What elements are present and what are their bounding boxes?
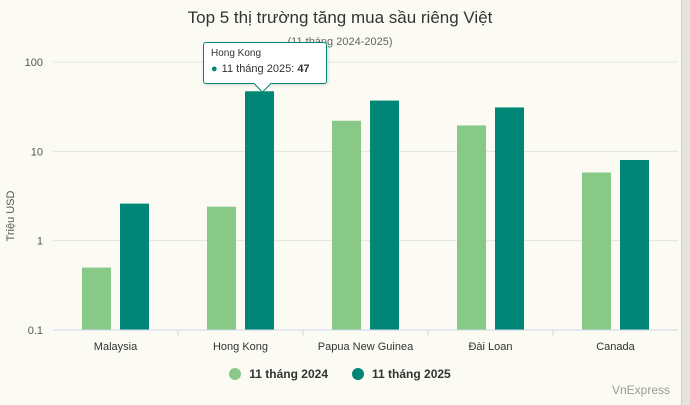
bar-2024 — [457, 125, 486, 330]
tooltip-value: 47 — [297, 63, 310, 75]
bar-2024 — [582, 172, 611, 330]
y-axis-title: Triệu USD — [5, 190, 17, 241]
x-tick-label: Hong Kong — [213, 341, 268, 353]
legend: 11 tháng 2024 11 tháng 2025 — [0, 367, 680, 381]
chart-title: Top 5 thị trường tăng mua sầu riêng Việt — [187, 8, 493, 27]
x-tick-label: Canada — [596, 341, 635, 353]
tooltip-category: Hong Kong — [211, 48, 262, 59]
y-tick-label: 10 — [31, 146, 43, 158]
bar-2025 — [495, 107, 524, 330]
y-tick-label: 100 — [25, 57, 43, 69]
bar-2024 — [332, 120, 361, 330]
tooltip-marker-icon: ● — [211, 63, 218, 75]
y-tick-label: 0.1 — [28, 325, 43, 337]
bar-2025 — [120, 203, 149, 330]
credit: VnExpress — [611, 383, 670, 397]
x-tick-label: Malaysia — [94, 341, 138, 353]
tooltip-value-row: ● 11 tháng 2025: 47 — [211, 63, 319, 75]
x-tick-label: Đài Loan — [468, 341, 512, 353]
tooltip: Hong Kong ● 11 tháng 2025: 47 — [203, 42, 327, 93]
window-edge — [681, 0, 690, 405]
legend-label-2024: 11 tháng 2024 — [249, 367, 328, 381]
bar-2024 — [82, 267, 111, 330]
legend-label-2025: 11 tháng 2025 — [372, 367, 451, 381]
bar-2024 — [207, 206, 236, 330]
legend-marker-2025 — [352, 368, 364, 380]
legend-item-2024[interactable]: 11 tháng 2024 — [229, 367, 328, 381]
bar-2025 — [245, 91, 274, 330]
x-tick-label: Papua New Guinea — [318, 341, 414, 353]
legend-item-2025[interactable]: 11 tháng 2025 — [352, 367, 451, 381]
bars — [82, 91, 649, 331]
axes: 100 10 1 0.1 Triệu USD Malaysia Hong Kong Papua… — [5, 57, 678, 353]
bar-2025 — [370, 100, 399, 331]
bar-2025 — [620, 159, 649, 330]
tooltip-series-label: 11 tháng 2025: — [221, 63, 298, 75]
y-tick-label: 1 — [37, 236, 43, 248]
legend-marker-2024 — [229, 368, 242, 380]
